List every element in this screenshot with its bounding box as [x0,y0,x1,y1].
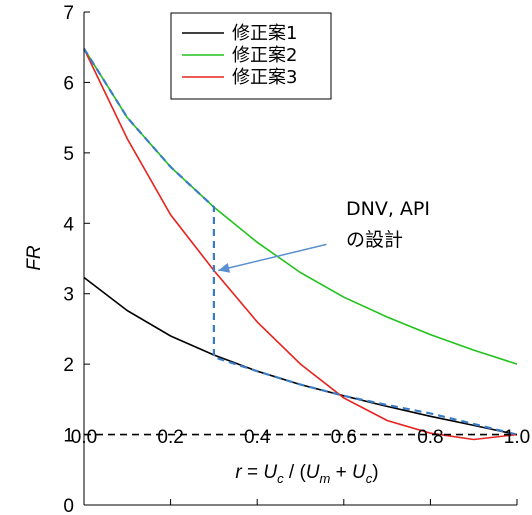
y-tick-label: 0 [63,496,74,515]
x-tick-label: 1.0 [504,427,530,448]
series-line-1 [83,276,518,436]
x-tick-label: 0.6 [331,427,357,448]
legend-label-1: 修正案1 [232,23,297,44]
y-axis-label: FR [24,245,45,271]
annotation-line-1: DNV, API [346,198,430,220]
series-line-3 [83,48,518,441]
series-line-4 [83,48,518,436]
annotation: DNV, API の設計 [218,198,430,273]
y-tick-label: 6 [63,73,74,94]
x-tick-label: 0.0 [71,427,97,448]
y-tick-label: 3 [63,285,74,306]
x-tick-label: 0.2 [157,427,183,448]
x-tick-label: 0.8 [417,427,443,448]
annotation-line-2: の設計 [346,229,403,251]
legend-label-3: 修正案3 [232,67,297,88]
y-tick-label: 7 [63,3,74,24]
x-tick-label: 0.4 [244,427,271,448]
annotation-arrow [218,243,327,272]
legend-box [170,12,332,100]
y-tick-label: 1 [63,426,74,447]
y-tick-label: 4 [63,214,74,235]
plot-marks [83,48,518,441]
y-tick-label: 5 [63,144,74,165]
legend: 修正案1 修正案2 修正案3 [170,12,332,100]
x-axis-label: r = Uc / (Um + Uc) [235,462,378,486]
x-ticks: 0.0 0.2 0.4 0.6 0.8 1.0 [71,427,530,505]
y-tick-label: 2 [63,355,74,376]
annotation-arrowhead [218,263,231,273]
legend-label-2: 修正案2 [232,45,297,66]
y-ticks: 0 1 2 3 4 5 6 7 [63,3,90,515]
